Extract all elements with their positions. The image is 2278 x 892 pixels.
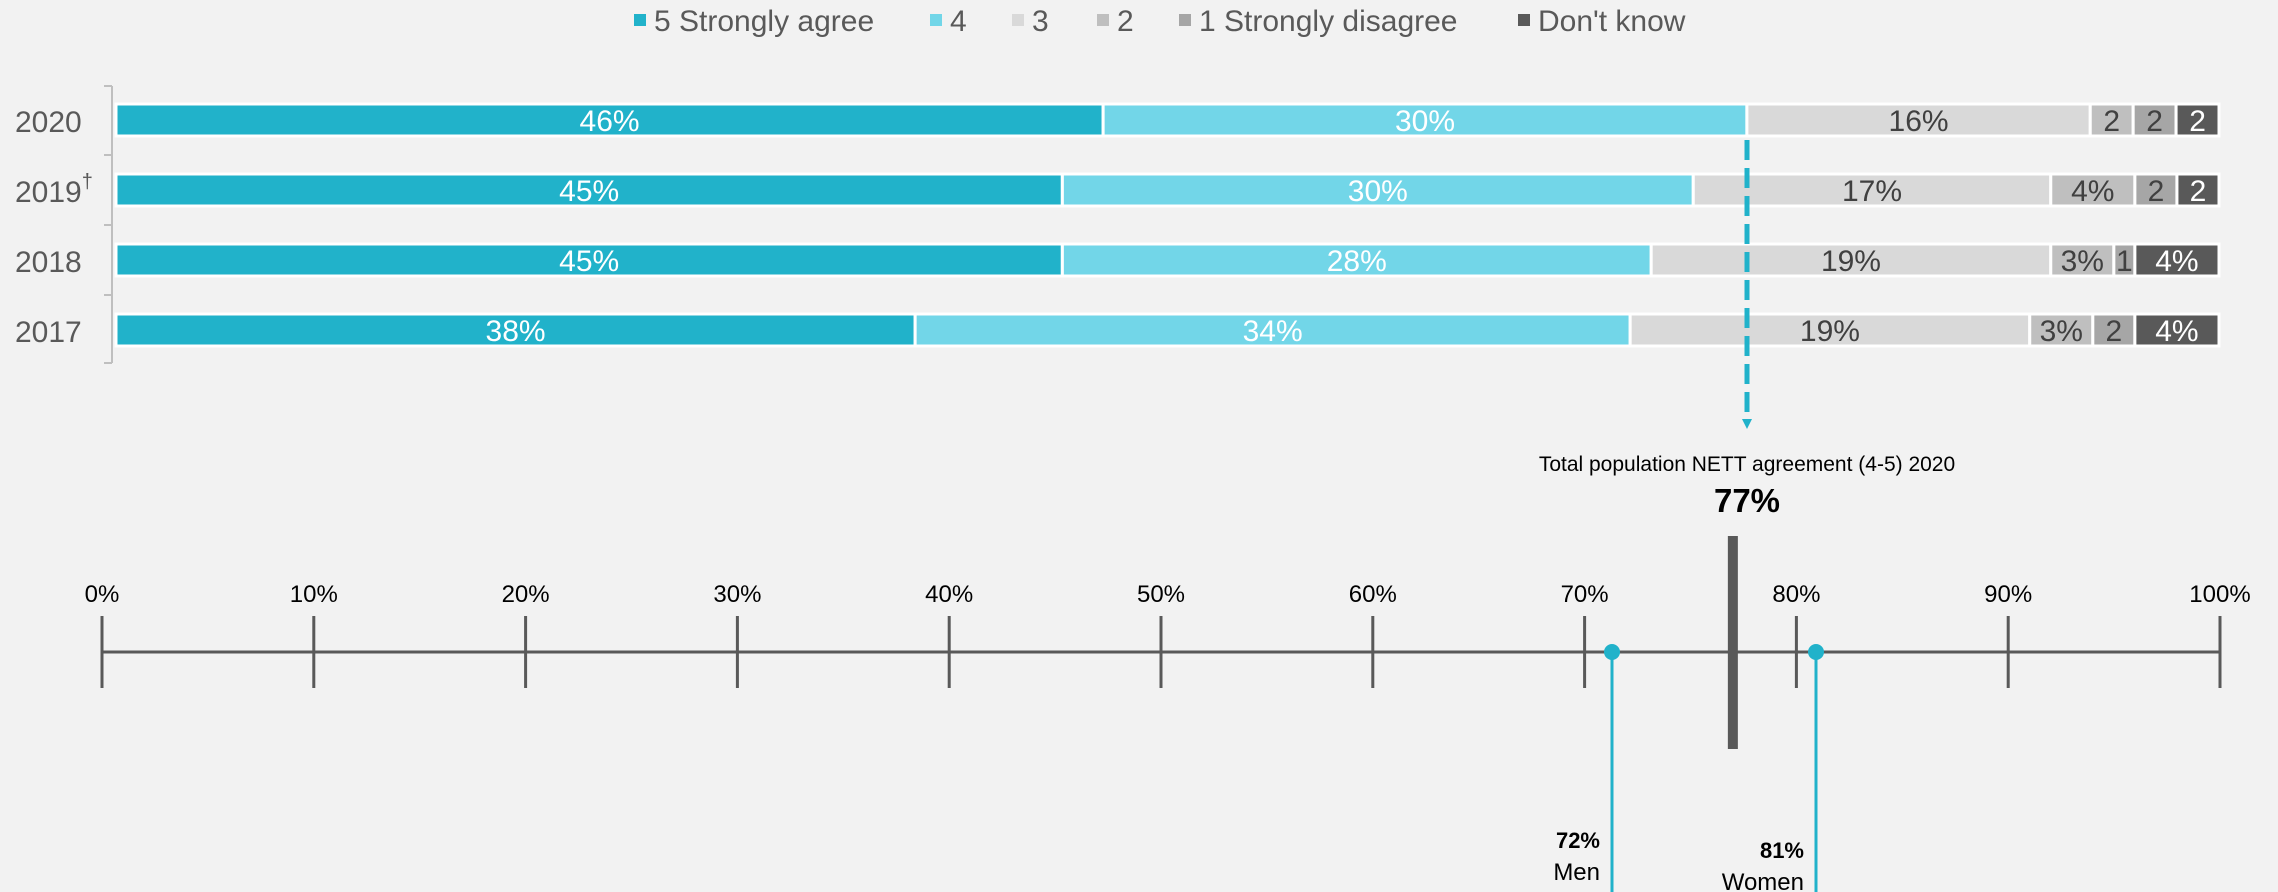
legend-swatch bbox=[1012, 14, 1024, 26]
legend-label: 2 bbox=[1117, 5, 1134, 38]
group-value: 81% bbox=[1760, 838, 1804, 863]
legend-label: Don't know bbox=[1538, 5, 1686, 38]
bar-value-label: 2 bbox=[2146, 105, 2163, 138]
group-name: Men bbox=[1553, 859, 1600, 886]
year-label: 2018 bbox=[15, 246, 82, 279]
scale-tick-label: 0% bbox=[85, 581, 120, 608]
bar-row: 2017 38% 34% 19% 3% 2 4% bbox=[15, 314, 2219, 349]
nett-title: Total population NETT agreement (4-5) 20… bbox=[1539, 453, 1955, 476]
nett-total-value: 77% bbox=[1714, 482, 1780, 519]
bar-value-label: 4% bbox=[2071, 175, 2114, 208]
bar-value-label: 34% bbox=[1243, 315, 1303, 348]
scale-tick-label: 90% bbox=[1984, 581, 2032, 608]
legend-item: 5 Strongly agree bbox=[634, 5, 874, 38]
bar-value-label: 17% bbox=[1842, 175, 1902, 208]
legend-item: Don't know bbox=[1518, 5, 1686, 38]
legend-item: 1 Strongly disagree bbox=[1179, 5, 1458, 38]
group-point bbox=[1808, 644, 1824, 660]
legend-swatch bbox=[1097, 14, 1109, 26]
legend-swatch bbox=[1518, 14, 1530, 26]
group-value: 72% bbox=[1556, 828, 1600, 853]
legend-item: 3 bbox=[1012, 5, 1049, 38]
bar-value-label: 2 bbox=[2190, 175, 2207, 208]
year-label: 2019† bbox=[15, 171, 93, 209]
legend-label: 3 bbox=[1032, 5, 1049, 38]
bar-value-label: 16% bbox=[1889, 105, 1949, 138]
scale-tick-label: 40% bbox=[925, 581, 973, 608]
bar-value-label: 28% bbox=[1327, 245, 1387, 278]
bar-value-label: 45% bbox=[559, 245, 619, 278]
group-name: Women bbox=[1722, 869, 1804, 892]
scale-tick-label: 20% bbox=[502, 581, 550, 608]
bar-value-label: 3% bbox=[2040, 315, 2083, 348]
bar-value-label: 19% bbox=[1800, 315, 1860, 348]
scale-tick-label: 30% bbox=[713, 581, 761, 608]
legend-label: 5 Strongly agree bbox=[654, 5, 874, 38]
bar-value-label: 30% bbox=[1348, 175, 1408, 208]
bar-row: 2019† 45% 30% 17% 4% 2 2 bbox=[15, 171, 2219, 209]
scale-tick-label: 100% bbox=[2189, 581, 2250, 608]
legend-label: 4 bbox=[950, 5, 967, 38]
bar-value-label: 2 bbox=[2148, 175, 2165, 208]
scale-tick-label: 80% bbox=[1772, 581, 1820, 608]
legend-swatch bbox=[1179, 14, 1191, 26]
bar-value-label: 19% bbox=[1821, 245, 1881, 278]
scale-tick-label: 50% bbox=[1137, 581, 1185, 608]
bar-value-label: 4% bbox=[2155, 245, 2198, 278]
nett-total-marker bbox=[1728, 536, 1738, 749]
scale-tick-label: 60% bbox=[1349, 581, 1397, 608]
bar-value-label: 3% bbox=[2061, 245, 2104, 278]
year-label: 2020 bbox=[15, 106, 82, 139]
legend-swatch bbox=[930, 14, 942, 26]
bar-value-label: 38% bbox=[486, 315, 546, 348]
bar-value-label: 4% bbox=[2155, 315, 2198, 348]
bar-value-label: 46% bbox=[580, 105, 640, 138]
scale-tick-label: 10% bbox=[290, 581, 338, 608]
bar-row: 2018 45% 28% 19% 3% 1 4% bbox=[15, 244, 2219, 279]
legend-item: 2 bbox=[1097, 5, 1134, 38]
bar-value-label: 2 bbox=[2106, 315, 2123, 348]
group-point bbox=[1604, 644, 1620, 660]
year-label: 2017 bbox=[15, 316, 82, 349]
legend-label: 1 Strongly disagree bbox=[1199, 5, 1458, 38]
legend-item: 4 bbox=[930, 5, 967, 38]
group-marker: 72% Men bbox=[1553, 644, 1620, 892]
bar-value-label: 1 bbox=[2116, 245, 2133, 278]
bar-row: 2020 46% 30% 16% 2 2 2 bbox=[15, 104, 2219, 139]
legend-swatch bbox=[634, 14, 646, 26]
bar-value-label: 45% bbox=[559, 175, 619, 208]
bar-value-label: 2 bbox=[2103, 105, 2120, 138]
bar-value-label: 2 bbox=[2189, 105, 2206, 138]
scale-tick-label: 70% bbox=[1561, 581, 1609, 608]
bar-value-label: 30% bbox=[1395, 105, 1455, 138]
chart-legend: 5 Strongly agree 4 3 2 1 Strongly disagree Do… bbox=[634, 5, 1686, 38]
